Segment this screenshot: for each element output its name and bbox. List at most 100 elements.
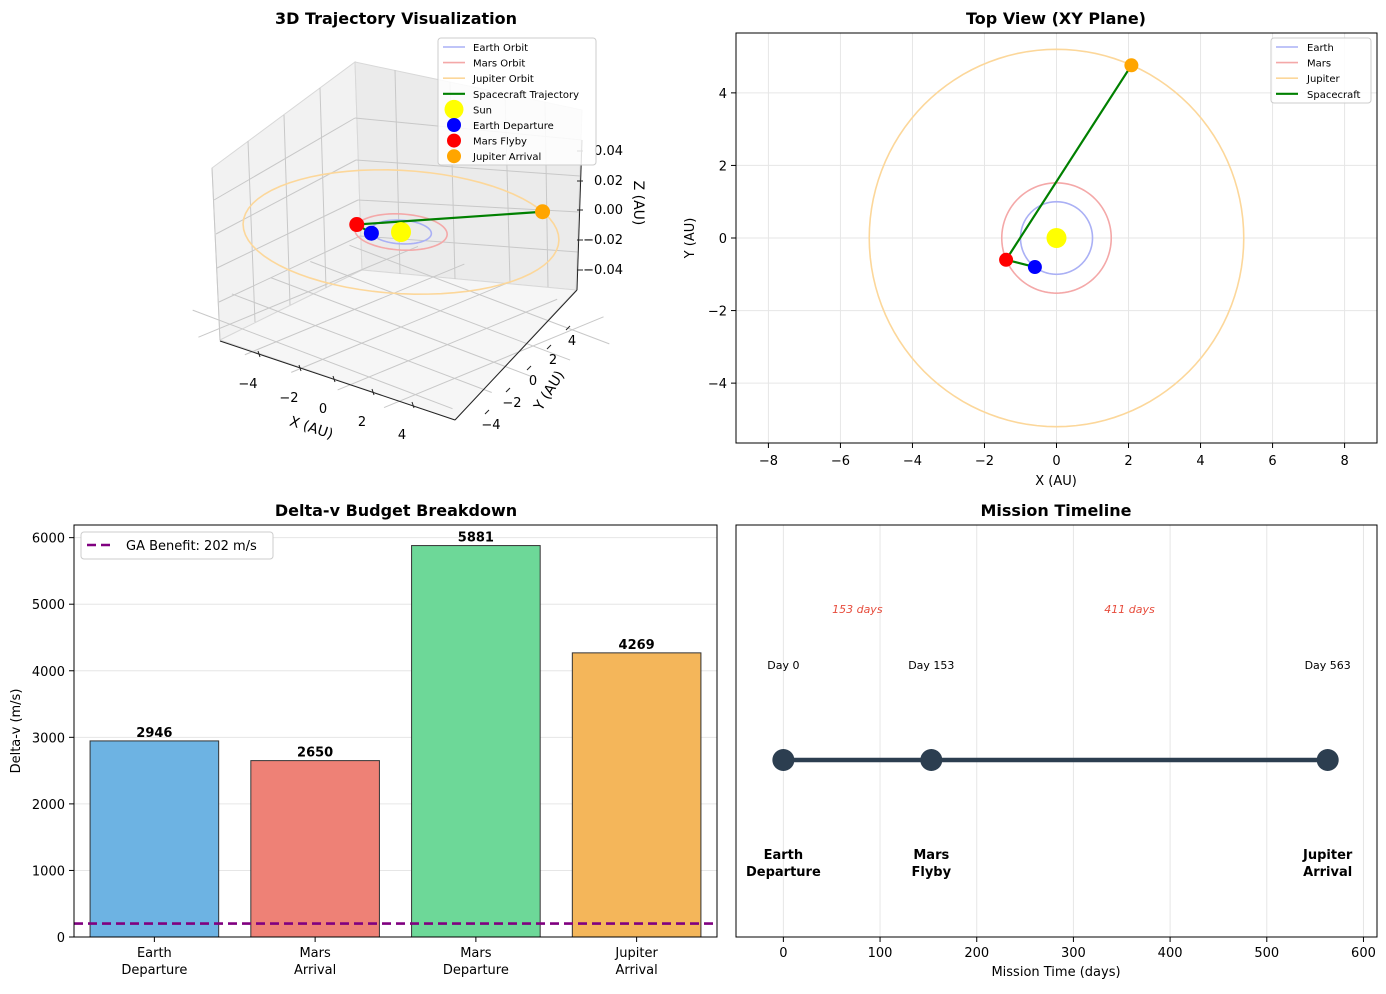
grid-line bbox=[319, 87, 327, 289]
legend-label: Spacecraft Trajectory bbox=[473, 90, 579, 101]
x-tick-label: Earth bbox=[137, 946, 172, 961]
bar bbox=[250, 760, 380, 938]
legend-label: Earth Departure bbox=[473, 121, 554, 132]
bar bbox=[89, 740, 220, 938]
grid-line bbox=[270, 277, 532, 377]
x-tick bbox=[257, 350, 261, 358]
event-name-label: Mars bbox=[913, 848, 949, 863]
y-tick-label: −2 bbox=[708, 305, 727, 320]
y-tick-label: 2 bbox=[549, 353, 557, 368]
legend-label: Mars Orbit bbox=[473, 59, 525, 70]
y-tick bbox=[546, 344, 552, 350]
y-tick bbox=[484, 409, 490, 415]
x-tick-label: Mars bbox=[299, 946, 331, 961]
bar-value-label: 5881 bbox=[458, 531, 494, 546]
legend-swatch bbox=[447, 149, 461, 164]
x-tick-label: Arrival bbox=[294, 963, 336, 978]
bar-value-label: 2650 bbox=[297, 746, 333, 761]
x-tick-label: 8 bbox=[1340, 454, 1348, 469]
event-marker bbox=[772, 749, 795, 771]
orbit-mars bbox=[1000, 182, 1113, 294]
grid-line bbox=[349, 244, 610, 345]
grid-line bbox=[383, 316, 604, 409]
z-tick-label: 0.02 bbox=[594, 174, 623, 189]
xlabel-3d: X (AU) bbox=[287, 414, 335, 443]
point-sun bbox=[1046, 228, 1067, 248]
ticks-deltav: 0 1000 2000 3000 4000 5000 6000 Earth Departure M… bbox=[32, 532, 659, 978]
grid-line bbox=[283, 114, 291, 306]
z-tick-label: 0.00 bbox=[594, 203, 623, 218]
grid-line bbox=[247, 140, 256, 323]
grid-timeline bbox=[782, 525, 1364, 937]
grid-line bbox=[216, 199, 359, 269]
bar-value-label: 2946 bbox=[136, 726, 172, 741]
duration-label: 411 days bbox=[1104, 603, 1155, 616]
x-tick-label: Jupiter bbox=[614, 946, 658, 961]
orbit-jupiter bbox=[868, 48, 1245, 428]
x-tick-label: −6 bbox=[831, 454, 850, 469]
legend-box bbox=[437, 37, 597, 166]
y-axis-line bbox=[454, 289, 578, 421]
x-tick bbox=[332, 375, 336, 383]
event-name-label: Departure bbox=[746, 865, 821, 880]
points-top bbox=[999, 58, 1139, 275]
bar bbox=[411, 545, 541, 938]
legend-top: Earth Mars Jupiter Spacecraft bbox=[1270, 37, 1372, 104]
y-tick-label: 1000 bbox=[32, 864, 65, 879]
x-tick-label: 4 bbox=[1196, 454, 1204, 469]
y-tick-label: 6000 bbox=[32, 532, 65, 547]
x-tick-label: Departure bbox=[443, 963, 509, 978]
legend-label: Jupiter Orbit bbox=[472, 74, 534, 85]
event-name-label: Jupiter bbox=[1302, 848, 1353, 863]
y-tick-label: 5000 bbox=[32, 598, 65, 613]
zlabel-3d: Z (AU) bbox=[630, 181, 646, 226]
orbit-mars bbox=[354, 213, 448, 251]
legend-label: Earth bbox=[1307, 43, 1334, 54]
y-tick-label: −4 bbox=[481, 418, 500, 433]
y-tick-label: 0 bbox=[529, 374, 537, 389]
point-mars-flyby bbox=[349, 217, 365, 233]
bars-deltav: 2946 2650 5881 4269 bbox=[89, 531, 702, 938]
xlabel-timeline: Mission Time (days) bbox=[991, 965, 1120, 980]
panel-delta-v: Delta-v Budget Breakdown 2946 2650 5881 426… bbox=[9, 501, 718, 978]
title-3d: 3D Trajectory Visualization bbox=[275, 9, 517, 28]
legend-label: GA Benefit: 202 m/s bbox=[126, 539, 257, 554]
y-tick-label: 4 bbox=[568, 334, 576, 349]
marks-timeline: Day 0 Earth Departure Day 153 Mars Flyby Day 5… bbox=[746, 603, 1353, 880]
orbit-jupiter bbox=[242, 169, 560, 295]
event-name-label: Earth bbox=[764, 848, 804, 863]
grid-line bbox=[213, 117, 356, 201]
y-tick-label: 2000 bbox=[32, 798, 65, 813]
event-day-label: Day 153 bbox=[908, 659, 954, 672]
z-tick-label: −0.04 bbox=[583, 263, 623, 278]
legend-box bbox=[80, 531, 274, 560]
y-tick-label: 0 bbox=[719, 232, 727, 247]
x-tick-label: −4 bbox=[238, 377, 257, 392]
y-tick bbox=[505, 387, 511, 393]
x-tick-label: 0 bbox=[1052, 454, 1060, 469]
x-tick-label: Arrival bbox=[616, 963, 658, 978]
bar bbox=[571, 652, 702, 938]
legend-3d: Earth Orbit Mars Orbit Jupiter Orbit Spacec… bbox=[437, 37, 597, 166]
points-3d bbox=[349, 204, 551, 242]
legend-label: Mars Flyby bbox=[473, 137, 527, 148]
y-tick-label: 4 bbox=[719, 87, 727, 102]
x-tick-label: 300 bbox=[1061, 946, 1086, 961]
event-name-label: Flyby bbox=[912, 865, 952, 880]
x-tick bbox=[371, 388, 375, 396]
point-sun bbox=[391, 222, 411, 242]
x-tick-label: 2 bbox=[1124, 454, 1132, 469]
bar-value-label: 4269 bbox=[619, 638, 655, 653]
x-tick-label: 500 bbox=[1254, 946, 1279, 961]
point-mars bbox=[999, 252, 1014, 267]
point-jupiter-arrival bbox=[535, 204, 551, 220]
event-name-label: Arrival bbox=[1303, 865, 1352, 880]
xlabel-top: X (AU) bbox=[1035, 474, 1077, 489]
legend-label: Jupiter bbox=[1306, 74, 1340, 85]
x-tick-label: 100 bbox=[868, 946, 893, 961]
y-tick bbox=[565, 325, 571, 331]
point-jupiter bbox=[1124, 58, 1139, 73]
x-tick-label: −4 bbox=[903, 454, 922, 469]
